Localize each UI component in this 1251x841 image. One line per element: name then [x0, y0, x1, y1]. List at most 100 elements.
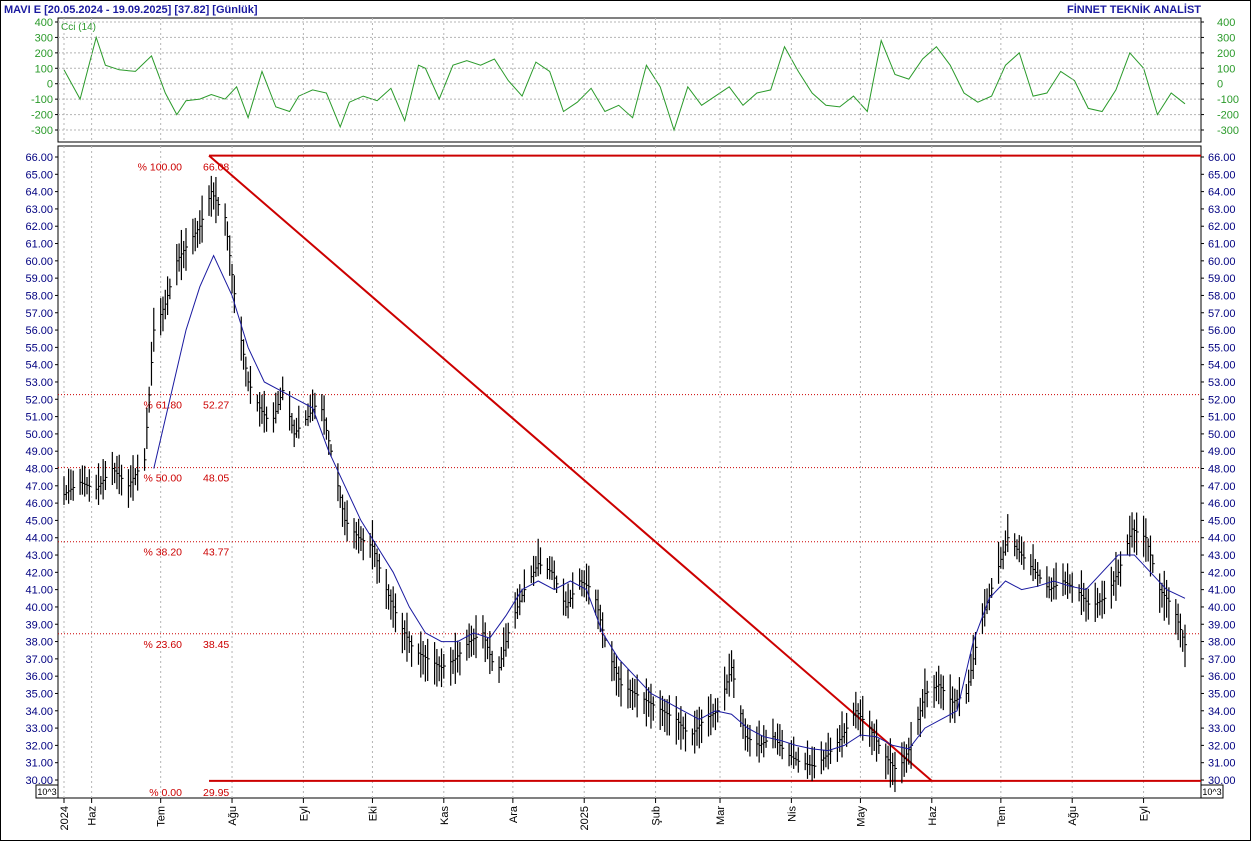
price-y-tick-label-right: 39.00 — [1208, 619, 1236, 631]
x-tick-label: May — [855, 806, 867, 827]
fib-value-label: 48.05 — [203, 473, 229, 485]
price-y-tick-label-left: 59.00 — [25, 273, 53, 285]
price-y-tick-label-left: 31.00 — [25, 758, 53, 770]
price-y-tick-label-left: 63.00 — [25, 204, 53, 216]
price-y-tick-label-right: 47.00 — [1208, 481, 1236, 493]
price-y-tick-label-right: 42.00 — [1208, 567, 1236, 579]
price-y-tick-label-left: 41.00 — [25, 585, 53, 597]
price-y-tick-label-right: 55.00 — [1208, 342, 1236, 354]
price-y-tick-label-left: 48.00 — [25, 464, 53, 476]
price-y-tick-label-left: 32.00 — [25, 740, 53, 752]
fib-value-label: 29.95 — [203, 787, 229, 799]
price-y-tick-label-right: 56.00 — [1208, 325, 1236, 337]
cci-tick-label-left: 0 — [47, 79, 53, 91]
price-y-tick-label-left: 62.00 — [25, 221, 53, 233]
brand-label: FİNNET TEKNİK ANALİST — [1067, 3, 1201, 16]
price-y-tick-label-right: 43.00 — [1208, 550, 1236, 562]
price-y-tick-label-right: 50.00 — [1208, 429, 1236, 441]
price-y-tick-label-left: 61.00 — [25, 239, 53, 251]
moving-average-line — [153, 254, 1186, 752]
cci-tick-label-right: 100 — [1217, 63, 1235, 75]
price-y-tick-label-left: 46.00 — [25, 498, 53, 510]
price-y-tick-label-left: 64.00 — [25, 187, 53, 199]
price-y-tick-label-left: 57.00 — [25, 308, 53, 320]
price-y-tick-label-right: 33.00 — [1208, 723, 1236, 735]
cci-tick-label-right: -200 — [1217, 110, 1239, 122]
price-y-tick-label-right: 41.00 — [1208, 585, 1236, 597]
price-y-tick-label-right: 51.00 — [1208, 412, 1236, 424]
price-y-tick-label-left: 51.00 — [25, 412, 53, 424]
cci-panel: Cci (14) — [57, 17, 1202, 143]
cci-plot-area — [57, 17, 1202, 143]
price-y-tick-label-right: 57.00 — [1208, 308, 1236, 320]
cci-tick-label-left: -100 — [31, 94, 53, 106]
price-y-tick-label-left: 30.00 — [25, 775, 53, 787]
fib-level-label: % 0.00 — [149, 787, 182, 799]
scale-note-right: 10^3 — [1202, 787, 1221, 797]
x-tick-label: Kas — [439, 806, 451, 825]
trend-line — [208, 154, 933, 782]
price-y-tick-label-right: 64.00 — [1208, 187, 1236, 199]
cci-tick-label-left: 300 — [35, 32, 53, 44]
cci-tick-label-right: -100 — [1217, 94, 1239, 106]
price-y-tick-label-left: 65.00 — [25, 169, 53, 181]
price-y-tick-label-right: 44.00 — [1208, 533, 1236, 545]
cci-tick-label-left: 400 — [35, 17, 53, 29]
price-y-tick-label-left: 38.00 — [25, 637, 53, 649]
cci-tick-label-left: -200 — [31, 110, 53, 122]
price-y-tick-label-left: 66.00 — [25, 152, 53, 164]
price-y-tick-label-right: 30.00 — [1208, 775, 1236, 787]
price-y-tick-label-right: 37.00 — [1208, 654, 1236, 666]
price-y-tick-label-left: 33.00 — [25, 723, 53, 735]
price-y-tick-label-right: 61.00 — [1208, 239, 1236, 251]
price-y-tick-label-left: 47.00 — [25, 481, 53, 493]
price-y-tick-label-left: 34.00 — [25, 706, 53, 718]
scale-note-left: 10^3 — [37, 787, 56, 797]
price-y-tick-label-left: 43.00 — [25, 550, 53, 562]
price-y-tick-label-right: 54.00 — [1208, 360, 1236, 372]
x-tick-label: Nis — [786, 806, 798, 822]
price-y-tick-label-left: 55.00 — [25, 342, 53, 354]
x-tick-label: Mar — [715, 806, 727, 825]
price-y-tick-label-left: 49.00 — [25, 446, 53, 458]
price-y-tick-label-right: 63.00 — [1208, 204, 1236, 216]
fib-value-label: 66.08 — [203, 162, 229, 174]
fib-value-label: 52.27 — [203, 400, 229, 412]
x-tick-label: Tem — [156, 806, 168, 827]
price-y-tick-label-left: 50.00 — [25, 429, 53, 441]
cci-tick-label-left: -300 — [31, 125, 53, 137]
price-y-tick-label-right: 46.00 — [1208, 498, 1236, 510]
price-y-tick-label-left: 54.00 — [25, 360, 53, 372]
cci-tick-label-left: 100 — [35, 63, 53, 75]
price-y-tick-label-right: 40.00 — [1208, 602, 1236, 614]
x-tick-label: Haz — [927, 806, 939, 826]
price-y-tick-label-left: 40.00 — [25, 602, 53, 614]
price-y-tick-label-left: 58.00 — [25, 290, 53, 302]
price-y-tick-label-right: 53.00 — [1208, 377, 1236, 389]
price-y-tick-label-right: 58.00 — [1208, 290, 1236, 302]
fib-level-label: % 23.60 — [143, 639, 182, 651]
fib-level-label: % 38.20 — [143, 547, 182, 559]
cci-tick-label-right: 0 — [1217, 79, 1223, 91]
price-y-tick-label-left: 44.00 — [25, 533, 53, 545]
x-tick-label: Eyl — [298, 806, 310, 821]
cci-tick-label-right: 400 — [1217, 17, 1235, 29]
price-y-tick-label-right: 45.00 — [1208, 515, 1236, 527]
scale-note-box-left — [35, 784, 59, 799]
x-tick-label: Ara — [508, 805, 520, 823]
cci-tick-label-right: 200 — [1217, 48, 1235, 60]
price-y-tick-label-left: 56.00 — [25, 325, 53, 337]
fib-level-label: % 61.80 — [143, 400, 182, 412]
cci-tick-label-left: 200 — [35, 48, 53, 60]
price-y-tick-label-right: 48.00 — [1208, 464, 1236, 476]
price-y-tick-label-right: 49.00 — [1208, 446, 1236, 458]
price-y-tick-label-right: 31.00 — [1208, 758, 1236, 770]
x-tick-label: 2025 — [579, 806, 591, 830]
price-y-tick-label-left: 37.00 — [25, 654, 53, 666]
price-y-tick-label-left: 36.00 — [25, 671, 53, 683]
cci-tick-label-right: -300 — [1217, 125, 1239, 137]
fib-value-label: 38.45 — [203, 639, 229, 651]
price-y-tick-label-left: 39.00 — [25, 619, 53, 631]
fib-level-label: % 100.00 — [138, 162, 183, 174]
